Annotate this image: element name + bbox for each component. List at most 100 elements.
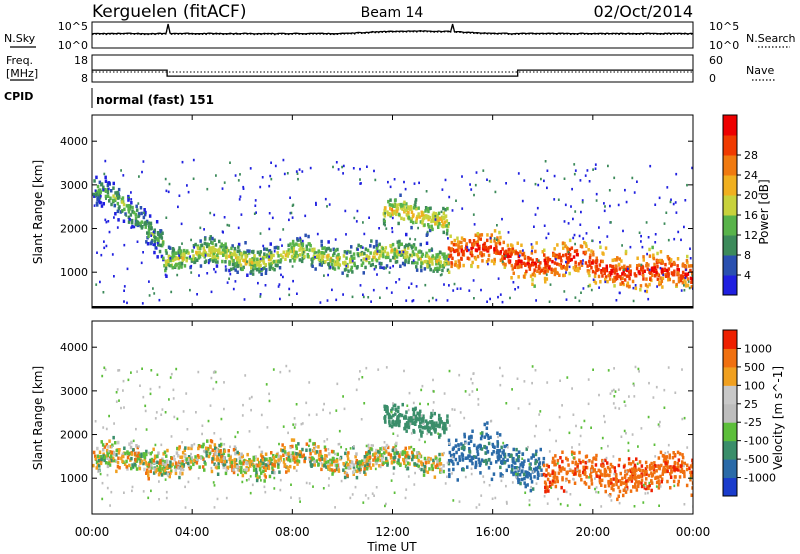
velocity-noise-cell	[571, 453, 573, 456]
velocity-cell	[647, 473, 651, 478]
power-cell	[216, 256, 220, 260]
velocity-cell	[342, 462, 345, 466]
power-noise-cell	[199, 226, 202, 230]
power-cell	[593, 274, 597, 279]
power-noise-cell	[680, 289, 683, 292]
power-noise-cell	[401, 253, 404, 257]
velocity-colorbar-frame	[722, 329, 738, 497]
velocity-noise-cell	[625, 488, 628, 491]
power-noise-cell	[93, 204, 96, 207]
velocity-noise-cell	[315, 445, 317, 449]
velocity-noise-cell	[633, 384, 635, 387]
power-cell	[409, 205, 413, 209]
velocity-cell	[259, 467, 262, 471]
power-cell	[427, 255, 431, 260]
velocity-noise-cell	[215, 380, 218, 384]
velocity-cell	[352, 470, 355, 475]
velocity-noise-cell	[219, 437, 222, 441]
velocity-cell	[181, 459, 184, 464]
velocity-cell	[240, 452, 243, 456]
velocity-noise-cell	[278, 455, 280, 458]
power-noise-cell	[629, 245, 632, 249]
power-cell	[419, 242, 422, 247]
power-cell	[134, 216, 138, 220]
power-cell	[389, 198, 392, 202]
power-cell	[298, 258, 302, 262]
power-cell	[254, 266, 257, 271]
velocity-cell	[255, 463, 258, 468]
velocity-cell	[537, 457, 541, 461]
velocity-cell	[315, 459, 319, 463]
power-noise-cell	[507, 231, 510, 234]
power-cell	[165, 251, 168, 255]
velocity-noise-cell	[632, 382, 635, 386]
velocity-cell	[330, 460, 334, 465]
power-cell	[533, 284, 536, 288]
velocity-noise-cell	[643, 483, 645, 487]
power-cell	[329, 248, 332, 252]
power-cell	[195, 250, 198, 255]
velocity-noise-cell	[667, 366, 670, 369]
power-cell	[485, 259, 489, 264]
power-cell	[199, 264, 203, 268]
power-cell	[560, 265, 563, 269]
velocity-cell	[487, 436, 490, 440]
velocity-cell	[112, 435, 115, 440]
power-cell	[475, 248, 479, 253]
power-noise-cell	[543, 224, 546, 227]
velocity-cell	[396, 460, 399, 465]
velocity-cell	[390, 408, 393, 413]
velocity-cell	[510, 470, 513, 474]
velocity-cell	[217, 465, 220, 470]
power-cell	[178, 246, 181, 250]
power-cell	[253, 256, 256, 260]
velocity-cell	[260, 450, 264, 455]
velocity-cell	[350, 460, 354, 465]
power-noise-cell	[281, 244, 283, 247]
power-cell	[376, 243, 380, 248]
velocity-cell	[312, 442, 315, 446]
power-cell	[393, 198, 397, 203]
power-cell	[668, 277, 671, 282]
power-noise-cell	[667, 238, 670, 242]
power-noise-cell	[309, 166, 312, 170]
power-noise-cell	[129, 218, 131, 221]
power-cell	[442, 230, 445, 235]
power-cell	[633, 272, 637, 276]
velocity-cell	[286, 465, 289, 470]
velocity-cell	[216, 472, 220, 476]
velocity-cell	[352, 446, 355, 450]
power-cell	[471, 253, 474, 258]
power-noise-cell	[193, 246, 195, 249]
velocity-noise-cell	[448, 424, 451, 427]
power-cell	[558, 263, 561, 267]
velocity-cell	[156, 460, 159, 464]
power-cell	[372, 255, 375, 259]
velocity-cell	[622, 493, 625, 498]
velocity-cell	[293, 460, 297, 464]
power-cell	[666, 255, 670, 259]
power-cell	[140, 226, 144, 230]
power-cell	[305, 247, 308, 252]
power-noise-cell	[152, 230, 155, 234]
power-cell	[403, 247, 407, 252]
velocity-noise-cell	[338, 442, 341, 446]
velocity-cell	[609, 493, 612, 497]
power-noise-cell	[623, 268, 625, 272]
power-cell	[595, 264, 598, 269]
power-cell	[691, 272, 693, 276]
power-noise-cell	[563, 290, 566, 293]
velocity-cell	[604, 489, 607, 494]
velocity-cell	[178, 445, 181, 449]
velocity-cell	[381, 446, 384, 450]
power-cell	[400, 242, 403, 246]
velocity-cell	[649, 466, 652, 471]
power-cell	[644, 283, 648, 287]
power-cell	[228, 260, 231, 264]
power-cell	[98, 180, 102, 185]
power-colorbar-tick-label: 4	[744, 269, 751, 282]
velocity-cell	[256, 457, 259, 462]
velocity-cell	[273, 463, 276, 467]
velocity-cell	[370, 447, 373, 451]
velocity-cell	[474, 463, 478, 468]
